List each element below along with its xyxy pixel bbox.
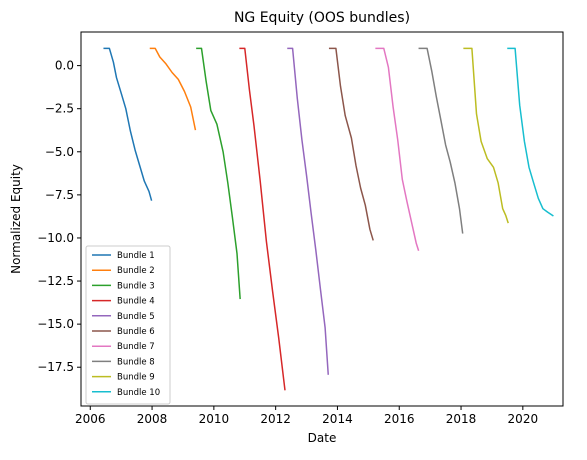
x-axis-label: Date [308,431,337,445]
x-tick-label: 2014 [322,412,353,426]
legend-label: Bundle 7 [117,342,155,352]
plot-frame [80,31,564,407]
y-tick-label: −12.5 [37,274,74,288]
legend-label: Bundle 3 [117,281,155,291]
legend: Bundle 1 Bundle 2 Bundle 3 Bundle 4 Bundle 5… [85,245,171,405]
plot-area [103,47,554,391]
series-line-bundle-10 [507,47,554,217]
chart-title: NG Equity (OOS bundles) [234,10,410,26]
legend-label: Bundle 2 [117,266,155,276]
y-tick-label: −15.0 [37,317,74,331]
legend-label: Bundle 8 [117,357,155,367]
y-axis: 0.0 −2.5 −5.0 −7.5 −10.0 −12.5 −15.0 −17.5 [37,59,81,374]
series-line-bundle-1 [103,47,153,201]
legend-label: Bundle 5 [117,312,155,322]
legend-label: Bundle 1 [117,251,155,261]
y-tick-label: −17.5 [37,360,74,374]
series-line-bundle-2 [149,47,197,131]
x-tick-label: 2016 [384,412,415,426]
x-axis: 2006 2008 2010 2012 2014 2016 2018 2020 [75,406,538,426]
y-tick-label: −5.0 [45,145,74,159]
x-tick-label: 2018 [446,412,477,426]
x-tick-label: 2008 [137,412,168,426]
y-tick-label: −7.5 [45,188,74,202]
series-line-bundle-3 [196,47,241,300]
x-tick-label: 2006 [75,412,106,426]
legend-label: Bundle 6 [117,327,155,337]
y-tick-label: 0.0 [55,59,74,73]
y-axis-label: Normalized Equity [9,164,23,274]
series-line-bundle-4 [239,47,286,391]
y-tick-label: −10.0 [37,231,74,245]
series-line-bundle-9 [463,47,509,224]
y-tick-label: −2.5 [45,102,74,116]
legend-label: Bundle 9 [117,373,155,383]
x-tick-label: 2012 [260,412,291,426]
series-line-bundle-6 [328,47,374,241]
legend-label: Bundle 10 [117,388,160,398]
series-line-bundle-7 [375,47,420,251]
legend-label: Bundle 4 [117,297,155,307]
series-line-bundle-8 [418,47,464,234]
x-tick-label: 2010 [199,412,230,426]
series-line-bundle-5 [287,47,329,375]
x-tick-label: 2020 [508,412,539,426]
